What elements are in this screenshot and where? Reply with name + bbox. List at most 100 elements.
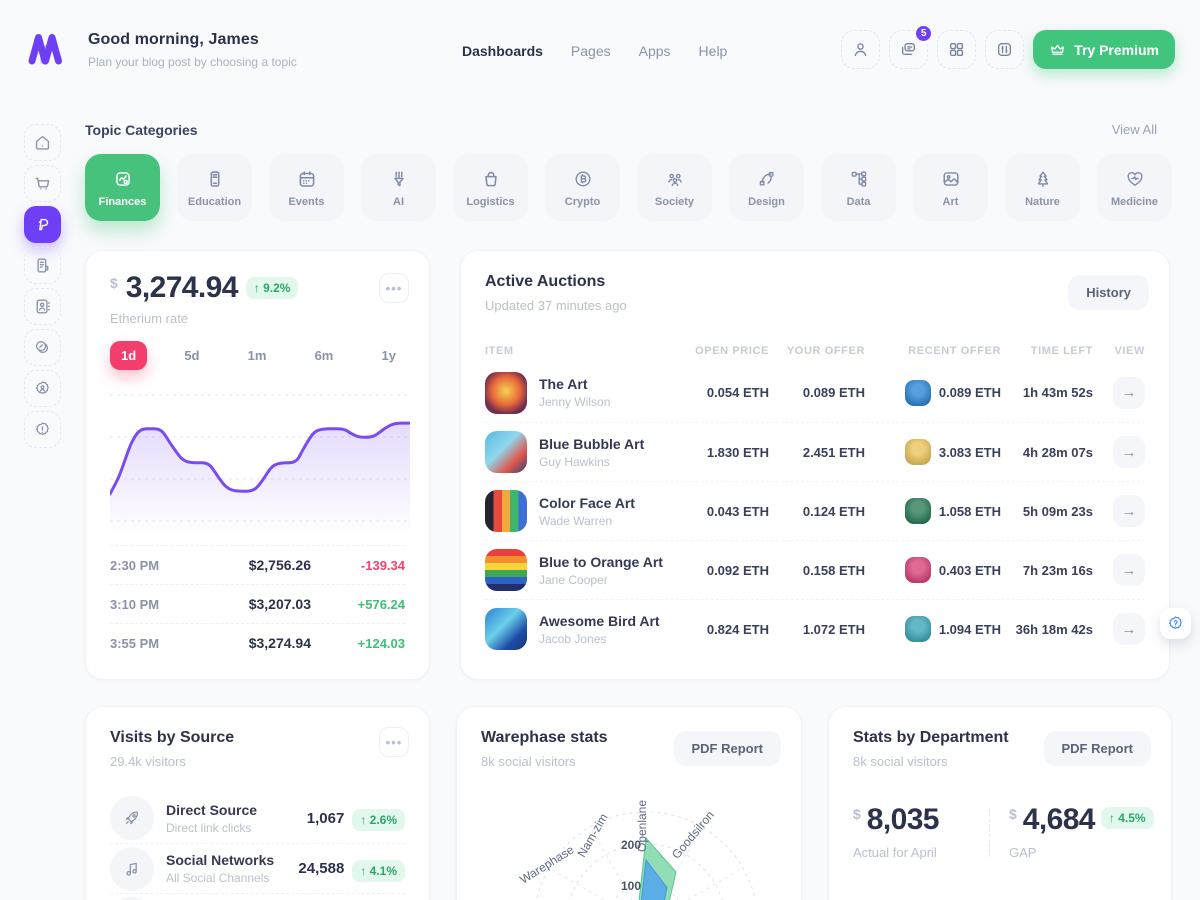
range-1m[interactable]: 1m [247,348,267,363]
bidder-avatar [904,616,931,642]
art-thumbnail [485,490,527,532]
range-6m[interactable]: 6m [314,348,334,363]
nav-item-dashboards[interactable]: Dashboards [462,43,543,59]
source-desc: Direct link clicks [166,820,252,835]
arrow-right-icon: → [1121,443,1137,461]
category-education[interactable]: Education [177,154,252,221]
chat-button[interactable]: 5 [889,24,934,69]
your-offer: 0.124 ETH [802,503,865,519]
art-image-icon [940,168,962,190]
sidebar-item-paypal[interactable] [24,206,61,243]
design-vector-icon [756,168,778,190]
view-auction-button[interactable]: → [1113,376,1145,409]
sliders-button[interactable] [985,30,1025,69]
range-5d[interactable]: 5d [184,348,200,363]
user-button[interactable] [841,30,881,69]
bidder-avatar [904,557,931,583]
nature-tree-icon [1032,168,1054,190]
art-name: Color Face Art [539,494,635,511]
price-value: $3,207.03 [248,596,311,612]
category-ai[interactable]: AI [361,154,436,221]
column-header: OPEN PRICE [695,345,769,357]
rocket-icon [122,808,142,828]
etherium-line-chart [110,394,410,537]
sidebar-item-cart[interactable] [24,165,61,202]
category-nature[interactable]: Nature [1005,154,1080,221]
category-finances[interactable]: Finances [85,154,160,221]
recent-offer-cell: 0.403 ETH [865,557,1001,583]
auction-item-cell: Awesome Bird Art Jacob Jones [485,608,685,650]
recent-offer: 3.083 ETH [938,444,1001,460]
sidebar-item-invoice[interactable] [24,247,61,284]
view-auction-button[interactable]: → [1113,495,1145,527]
more-options-button[interactable]: ••• [379,273,409,303]
visit-source-row: Social Networks All Social Channels 24,5… [110,843,405,893]
pdf-report-button[interactable]: PDF Report [1043,731,1151,766]
data-tree-icon [848,168,870,190]
art-thumbnail [485,371,527,414]
category-label: Society [654,195,695,208]
divider [989,809,990,857]
view-auction-button[interactable]: → [1113,436,1145,468]
category-crypto[interactable]: Crypto [545,154,620,221]
app-logo[interactable] [25,28,65,68]
stat-label: Actual for April [853,845,937,860]
category-medicine[interactable]: Medicine [1097,154,1172,221]
history-button[interactable]: History [1068,275,1149,310]
visits-list: Direct Source Direct link clicks 1,067 ↑… [110,793,405,900]
sidebar-item-coin-discount[interactable] [24,329,61,366]
active-auctions-card: Active Auctions Updated 37 minutes ago H… [460,250,1170,680]
try-premium-button[interactable]: Try Premium [1033,30,1175,69]
category-label: Design [748,195,785,208]
pdf-report-button[interactable]: PDF Report [673,731,781,766]
header-actions: 5 Try Premium [841,24,1175,69]
visits-subtitle: 29.4k visitors [110,754,186,769]
sidebar-item-contacts[interactable] [24,288,61,325]
sliders-icon [995,40,1014,59]
bidder-avatar [904,498,931,524]
sidebar-item-home[interactable] [24,124,61,161]
visit-source-row: Email Newsletter [110,893,405,900]
nav-item-help[interactable]: Help [698,43,728,59]
sidebar-item-alert-badge[interactable] [24,411,61,448]
category-logistics[interactable]: Logistics [453,154,528,221]
category-design[interactable]: Design [729,154,804,221]
recent-offer: 1.094 ETH [938,621,1001,637]
category-label: AI [393,195,404,208]
category-events[interactable]: Events [269,154,344,221]
etherium-change-badge: ↑ 9.2% [245,277,299,299]
categories-title: Topic Categories [85,122,198,138]
art-owner: Jacob Jones [539,631,607,646]
view-all-link[interactable]: View All [1111,122,1157,137]
cart-icon [33,174,52,193]
category-art[interactable]: Art [913,154,988,221]
view-auction-button[interactable]: → [1113,613,1145,645]
svg-text:200: 200 [621,838,641,852]
category-data[interactable]: Data [821,154,896,221]
help-floating-button[interactable] [1160,608,1191,639]
stat-actual: $ 8,035 Actual for April [853,805,939,861]
nav-item-apps[interactable]: Apps [638,43,671,59]
category-grid: Finances Education Events AI Logistics Crypto… [85,154,1172,221]
category-society[interactable]: Society [637,154,712,221]
column-header: RECENT OFFER [908,345,1001,357]
price-time: 3:10 PM [110,596,160,612]
time-left: 1h 43m 52s [1022,385,1093,400]
invoice-icon [33,256,52,275]
column-header: YOUR OFFER [786,345,865,357]
crown-icon [1049,41,1066,58]
your-offer: 1.072 ETH [802,621,865,637]
sidebar-item-user-badge[interactable] [24,370,61,407]
grid-button[interactable] [937,30,977,69]
range-1y[interactable]: 1y [381,348,396,363]
auctions-title: Active Auctions [485,273,606,290]
view-auction-button[interactable]: → [1113,554,1145,586]
more-options-button[interactable]: ••• [379,727,409,757]
category-label: Medicine [1110,195,1159,208]
header-title-group: Good morning, James Plan your blog post … [88,31,297,69]
page-subtitle: Plan your blog post by choosing a topic [88,55,297,69]
range-1d[interactable]: 1d [110,341,148,370]
nav-item-pages[interactable]: Pages [570,43,611,59]
source-value: 24,588 [298,860,345,877]
etherium-value-group: $ 3,274.94 ↑ 9.2% [110,273,299,303]
